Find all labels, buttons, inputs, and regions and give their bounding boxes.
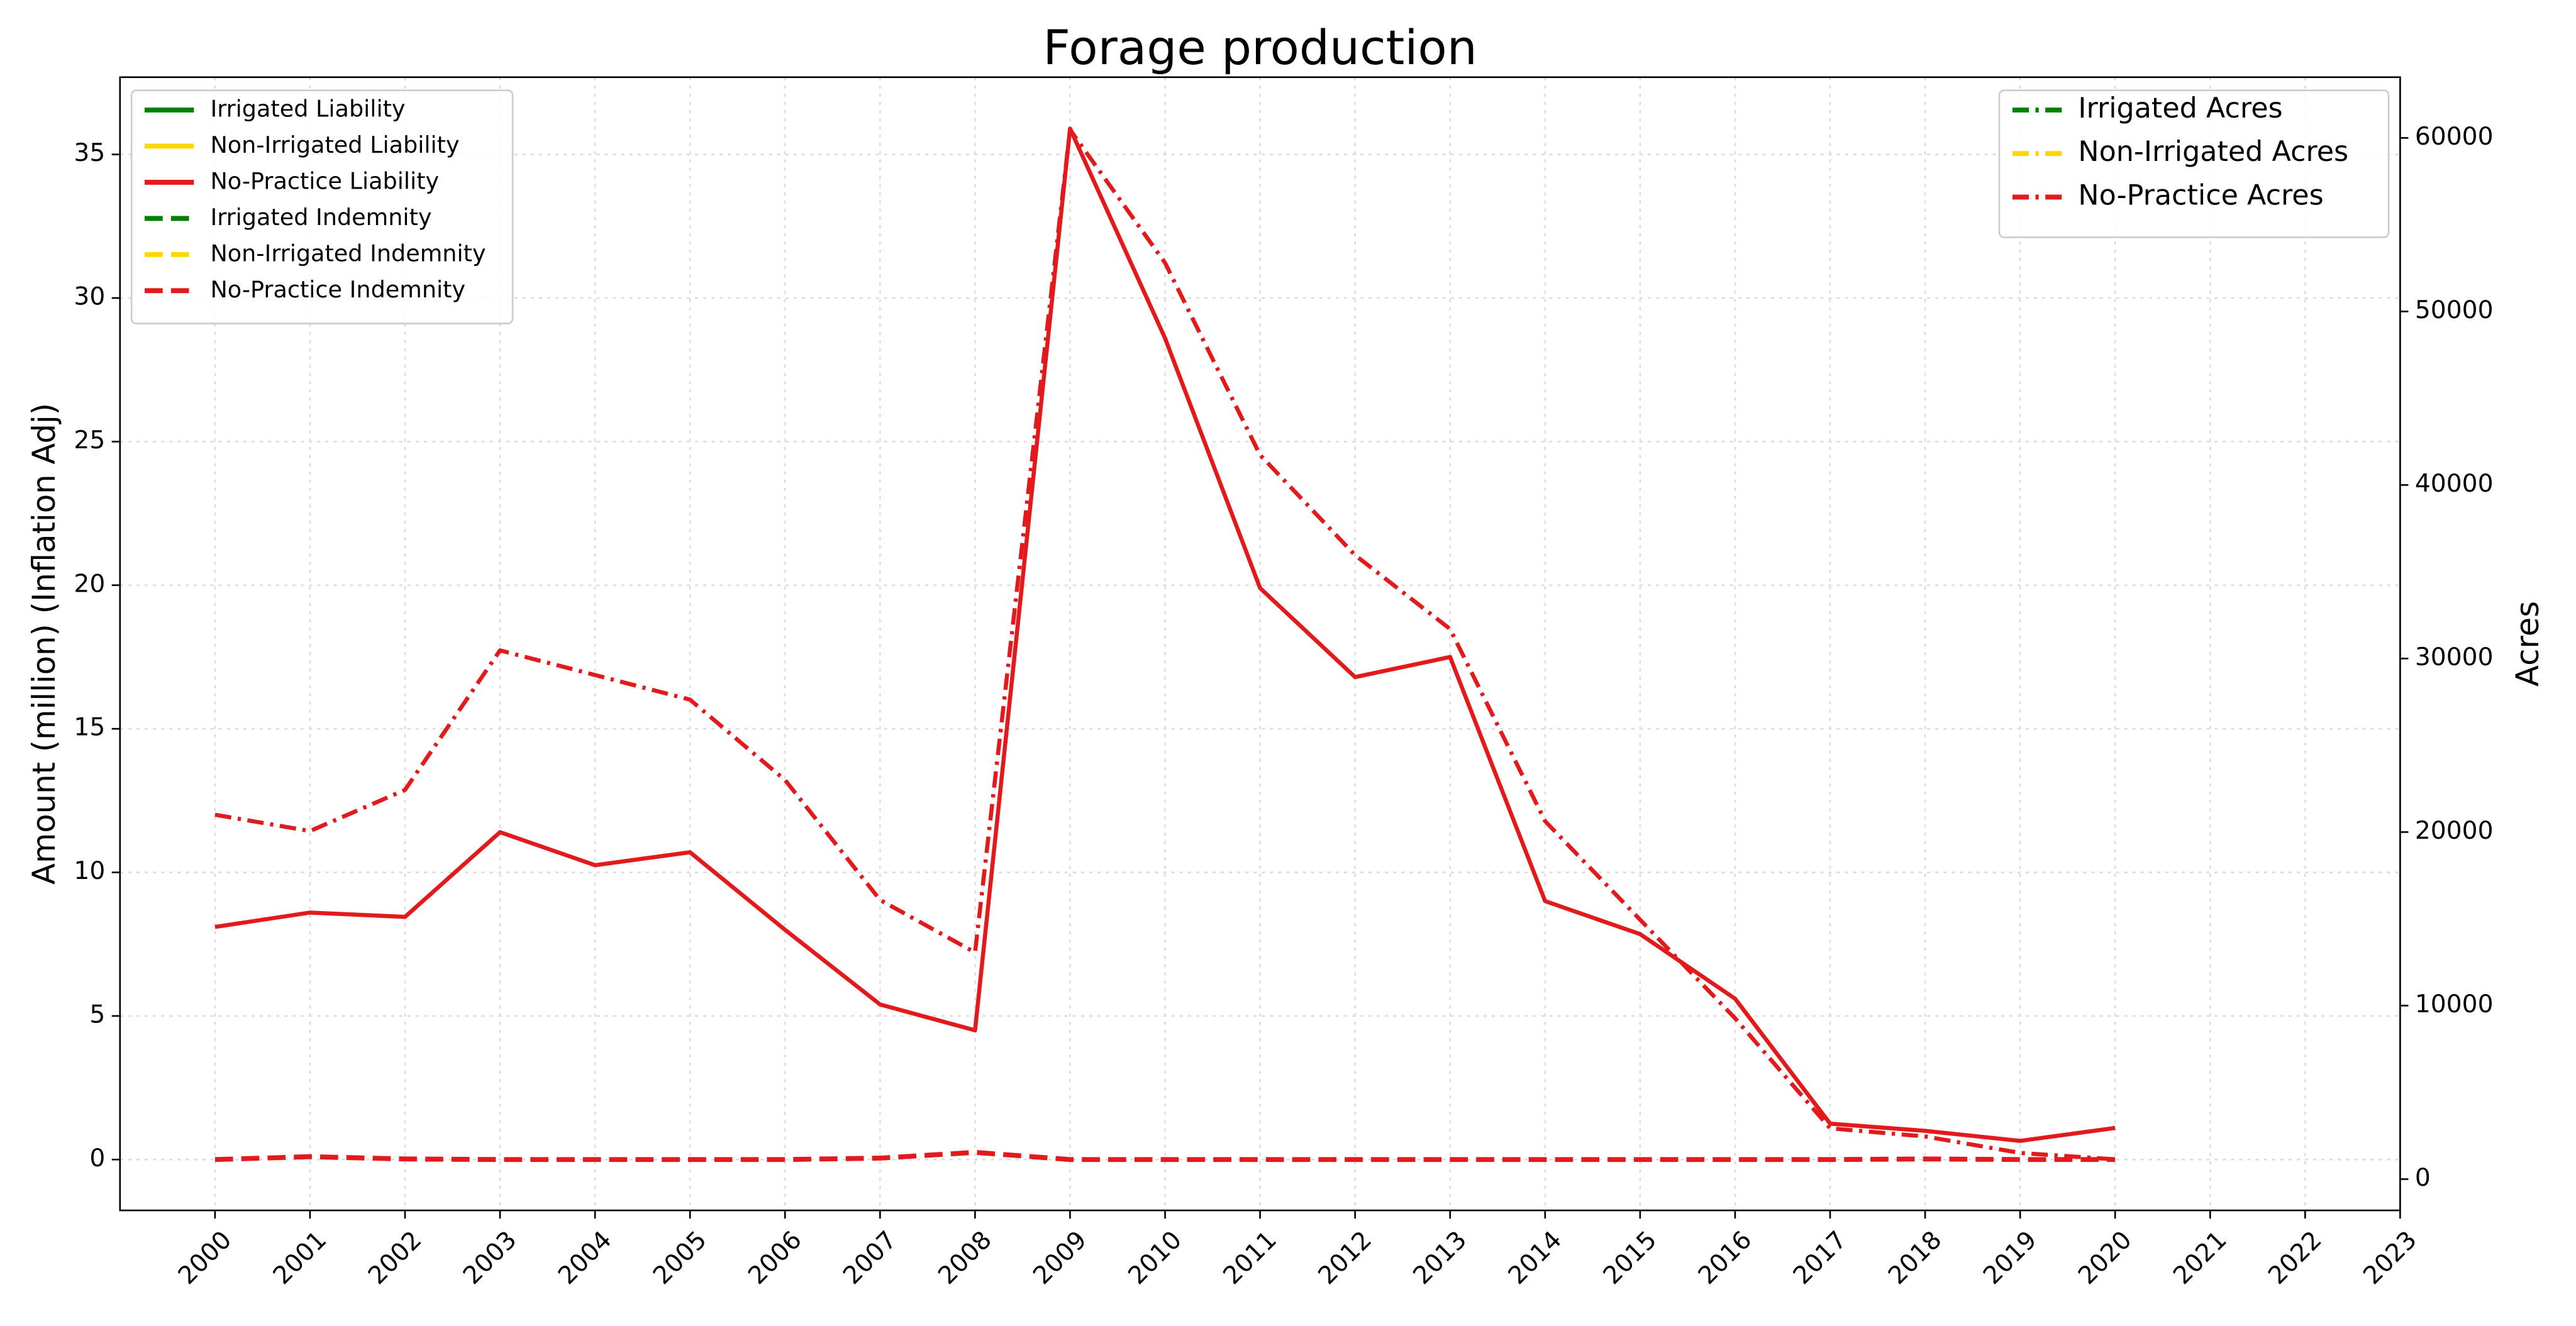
y2-tick-label: 50000 xyxy=(2415,296,2494,324)
legend-label: Irrigated Indemnity xyxy=(210,204,431,231)
y2-tick-label: 20000 xyxy=(2415,817,2494,845)
legend-label: Non-Irrigated Indemnity xyxy=(210,240,486,267)
y2-tick-label: 10000 xyxy=(2415,990,2494,1019)
legend-label: Non-Irrigated Liability xyxy=(210,131,459,158)
x-tick-label: 2021 xyxy=(2168,1226,2232,1290)
x-tick-label: 2006 xyxy=(743,1226,807,1290)
legend-label: No-Practice Liability xyxy=(210,167,439,194)
x-tick-label: 2014 xyxy=(1503,1226,1567,1290)
x-tick-label: 2022 xyxy=(2263,1226,2327,1290)
x-tick-label: 2000 xyxy=(173,1226,237,1290)
series-line xyxy=(214,128,2116,1162)
x-tick-label: 2007 xyxy=(838,1226,902,1290)
y2-tick-label: 0 xyxy=(2415,1164,2431,1192)
y-tick-label: 30 xyxy=(74,283,105,311)
y-tick-label: 0 xyxy=(89,1144,105,1173)
x-tick-label: 2016 xyxy=(1693,1226,1757,1290)
x-tick-label: 2012 xyxy=(1313,1226,1377,1290)
x-tick-label: 2002 xyxy=(363,1226,427,1290)
legend-label: Non-Irrigated Acres xyxy=(2078,136,2348,168)
x-tick-label: 2013 xyxy=(1408,1226,1472,1290)
legend-label: Irrigated Acres xyxy=(2078,92,2282,124)
y-axis-label: Amount (million) (Inflation Adj) xyxy=(26,403,62,885)
y-tick-label: 25 xyxy=(74,426,105,455)
legend-box xyxy=(1998,89,2390,238)
x-tick-label: 2019 xyxy=(1978,1226,2042,1290)
legend-box xyxy=(130,89,514,324)
x-tick-label: 2011 xyxy=(1218,1226,1282,1290)
x-tick-label: 2018 xyxy=(1883,1226,1947,1290)
plot-frame xyxy=(119,76,2401,1212)
x-tick-label: 2009 xyxy=(1028,1226,1092,1290)
legend-label: No-Practice Acres xyxy=(2078,179,2323,211)
y2-tick-label: 30000 xyxy=(2415,643,2494,671)
y2-tick-label: 40000 xyxy=(2415,470,2494,498)
x-tick-label: 2023 xyxy=(2358,1226,2422,1290)
y2-axis-label: Acres xyxy=(2509,601,2546,687)
y2-tick-label: 60000 xyxy=(2415,123,2494,151)
y-tick-label: 15 xyxy=(74,714,105,742)
y-tick-label: 20 xyxy=(74,570,105,598)
x-tick-label: 2010 xyxy=(1123,1226,1187,1290)
y-tick-label: 10 xyxy=(74,857,105,885)
x-tick-label: 2003 xyxy=(458,1226,522,1290)
series-line xyxy=(214,126,2116,1143)
x-tick-label: 2004 xyxy=(553,1226,617,1290)
x-tick-label: 2008 xyxy=(933,1226,997,1290)
series-line xyxy=(214,1149,2116,1163)
legend-label: No-Practice Indemnity xyxy=(210,276,465,303)
x-tick-label: 2017 xyxy=(1788,1226,1852,1290)
x-tick-label: 2001 xyxy=(268,1226,332,1290)
legend-label: Irrigated Liability xyxy=(210,96,405,123)
chart-title: Forage production xyxy=(1043,20,1477,75)
x-tick-label: 2005 xyxy=(648,1226,712,1290)
x-tick-label: 2015 xyxy=(1598,1226,1662,1290)
x-tick-label: 2020 xyxy=(2073,1226,2137,1290)
y-tick-label: 35 xyxy=(74,139,105,167)
y-tick-label: 5 xyxy=(89,1000,105,1029)
